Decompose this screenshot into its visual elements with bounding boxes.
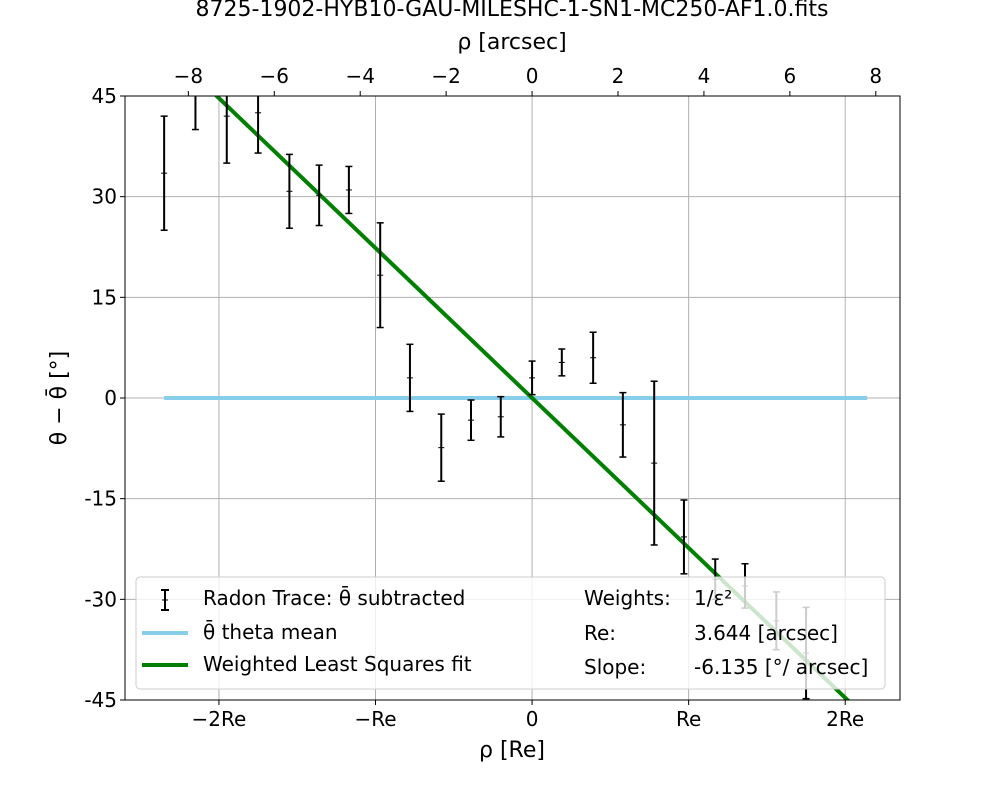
x2-tick-label: 8 xyxy=(869,64,882,88)
legend-label-fit: Weighted Least Squares fit xyxy=(203,652,472,676)
x2-tick-label: 0 xyxy=(526,64,539,88)
y-tick-label: 45 xyxy=(92,84,117,108)
data-point xyxy=(315,164,323,227)
data-point xyxy=(345,165,353,215)
chart-title: 8725-1902-HYB10-GAU-MILESHC-1-SN1-MC250-… xyxy=(196,0,829,22)
data-point xyxy=(650,380,658,546)
x2-tick-label: 2 xyxy=(612,64,625,88)
y-tick-label: -15 xyxy=(84,487,117,511)
y-tick-label: 0 xyxy=(104,386,117,410)
x-tick-label: 2Re xyxy=(826,707,864,731)
legend-slope-label: Slope: xyxy=(584,655,646,679)
x2-tick-label: 4 xyxy=(698,64,711,88)
data-point xyxy=(589,331,597,384)
legend-label-mean: θ̄ theta mean xyxy=(203,619,338,644)
x-tick-label: 0 xyxy=(526,707,539,731)
y-axis-label: θ − θ̄ [°] xyxy=(46,351,72,446)
x-tick-label: −2Re xyxy=(192,707,247,731)
legend: Radon Trace: θ̄ subtracted θ̄ theta mean… xyxy=(135,576,886,690)
data-point xyxy=(497,395,505,438)
data-point xyxy=(160,115,168,231)
data-point xyxy=(223,96,231,164)
axes: 45 30 15 0 -15 -30 -45 −2Re −Re 0 Re 2Re −8 −6 −4 −2 0 2 4… xyxy=(84,64,882,731)
x2-tick-label: −4 xyxy=(345,64,374,88)
x-axis-label: ρ [Re] xyxy=(479,738,545,763)
data-point xyxy=(619,391,627,458)
y-tick-label: 30 xyxy=(92,185,117,209)
y-tick-label: -30 xyxy=(84,587,117,611)
data-point xyxy=(376,222,384,329)
data-point xyxy=(467,399,475,442)
x-tick-label: Re xyxy=(676,707,701,731)
x2-tick-label: −2 xyxy=(431,64,460,88)
data-point xyxy=(285,153,293,229)
legend-box xyxy=(135,576,886,690)
data-point xyxy=(254,96,262,154)
data-point xyxy=(406,343,414,413)
x2-tick-label: −8 xyxy=(174,64,203,88)
data-point xyxy=(191,96,199,131)
data-point xyxy=(558,348,566,377)
legend-marker-errorbar xyxy=(161,589,169,611)
legend-slope-value: -6.135 [°/ arcsec] xyxy=(694,655,868,679)
top-axis-label: ρ [arcsec] xyxy=(457,30,566,55)
data-point xyxy=(680,499,688,575)
y-tick-label: 15 xyxy=(92,285,117,309)
legend-re-value: 3.644 [arcsec] xyxy=(694,621,838,645)
legend-re-label: Re: xyxy=(584,621,616,645)
legend-weights-value: 1/ε² xyxy=(694,586,732,610)
x2-tick-label: −6 xyxy=(260,64,289,88)
y-tick-label: -45 xyxy=(84,688,117,712)
legend-label-radon: Radon Trace: θ̄ subtracted xyxy=(203,585,465,610)
data-point xyxy=(528,360,536,396)
x2-tick-label: 6 xyxy=(783,64,796,88)
x-tick-label: −Re xyxy=(354,707,396,731)
legend-weights-label: Weights: xyxy=(584,586,671,610)
data-point xyxy=(437,413,445,482)
